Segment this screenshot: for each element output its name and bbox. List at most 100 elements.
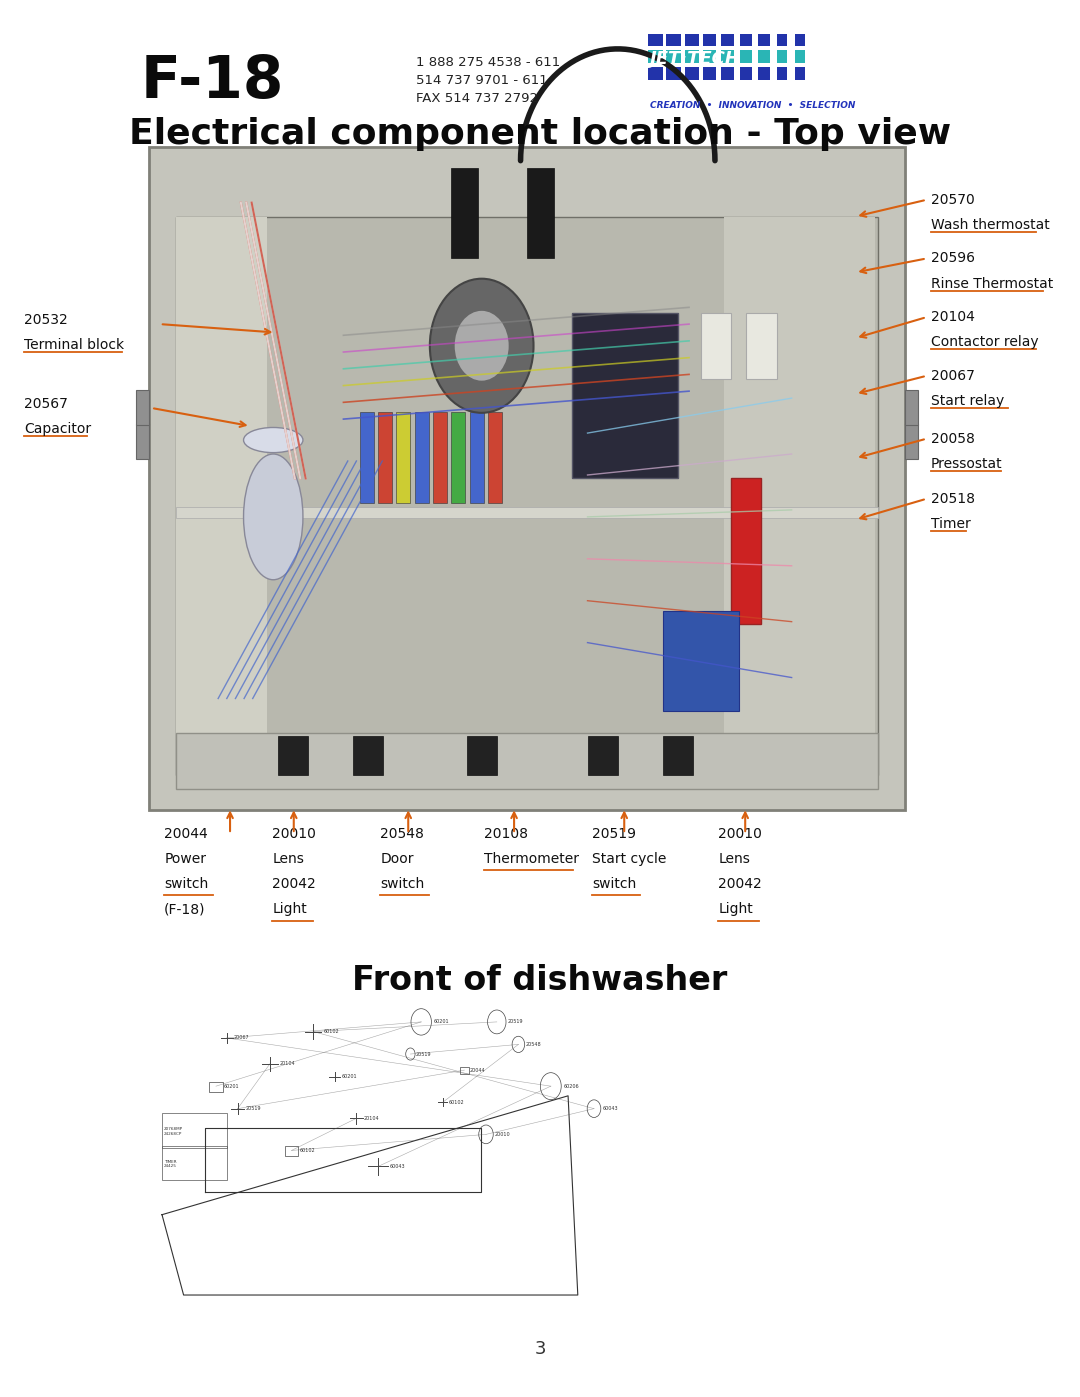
Text: Thermometer: Thermometer [484,852,579,866]
Text: 60102: 60102 [300,1148,315,1153]
Text: FAX 514 737 2792: FAX 514 737 2792 [416,92,538,105]
Text: 20532: 20532 [24,313,68,327]
Bar [588,735,618,775]
Bar [666,50,680,63]
Text: 20044: 20044 [470,1067,485,1073]
Text: Rinse Thermostat: Rinse Thermostat [931,277,1053,291]
Bar [648,50,663,63]
Text: Light: Light [718,902,753,916]
Bar [162,1113,227,1148]
Text: 60201: 60201 [224,1084,240,1088]
Bar [685,34,699,46]
Bar [176,507,878,518]
Text: switch: switch [380,877,424,891]
Text: Front of dishwasher: Front of dishwasher [352,964,728,997]
Text: 20042: 20042 [718,877,762,891]
Text: 20548: 20548 [380,827,424,841]
Bar [777,50,787,63]
Bar [451,168,478,258]
Bar [149,147,905,810]
Bar [663,735,693,775]
Bar [758,50,770,63]
Bar [353,735,383,775]
Bar [278,735,308,775]
Text: Lens: Lens [272,852,305,866]
Bar [470,412,484,503]
Text: Start cycle: Start cycle [592,852,666,866]
Bar [777,67,787,80]
Text: Door: Door [380,852,414,866]
Bar [685,50,699,63]
Bar [795,67,806,80]
Text: Pressostat: Pressostat [931,457,1002,471]
Circle shape [430,279,534,414]
Text: 20108: 20108 [484,827,528,841]
Text: 20067: 20067 [931,369,975,383]
Text: TIMER
24425: TIMER 24425 [164,1160,177,1168]
Text: 20548: 20548 [526,1042,541,1046]
Bar [136,423,149,458]
Bar [905,390,918,425]
Bar [701,313,731,379]
Text: 20518: 20518 [931,492,975,506]
Bar [795,34,806,46]
Bar [285,1146,298,1157]
Text: 20567: 20567 [24,397,68,411]
Text: Light: Light [272,902,307,916]
Text: 20104: 20104 [931,310,975,324]
Text: 20596: 20596 [931,251,975,265]
Text: Wash thermostat: Wash thermostat [931,218,1050,232]
Text: 20104: 20104 [280,1062,296,1066]
Bar [136,390,149,425]
Ellipse shape [244,427,302,453]
Text: Contactor relay: Contactor relay [931,335,1039,349]
Text: Capacitor: Capacitor [24,422,91,436]
Text: 20042: 20042 [272,877,316,891]
Bar [731,478,761,624]
Bar [451,412,465,503]
Bar [572,313,678,479]
Bar [396,412,410,503]
Text: 3: 3 [535,1340,545,1358]
Text: 60102: 60102 [323,1030,339,1034]
Text: 20768MP
24268CP: 20768MP 24268CP [164,1127,184,1136]
Bar [663,612,739,711]
Text: 60206: 60206 [564,1084,579,1088]
Text: 20010: 20010 [272,827,316,841]
Bar [666,67,680,80]
Bar [777,34,787,46]
Bar [721,67,734,80]
Bar [415,412,429,503]
Text: switch: switch [164,877,208,891]
Text: 1 888 275 4538 - 611: 1 888 275 4538 - 611 [416,56,561,68]
Text: CREATION  •  INNOVATION  •  SELECTION: CREATION • INNOVATION • SELECTION [650,101,855,109]
Text: Timer: Timer [931,517,971,531]
Bar [378,412,392,503]
Text: 60102: 60102 [448,1099,464,1105]
Bar [740,34,752,46]
Bar [666,34,680,46]
Bar [176,217,878,775]
Bar [467,735,497,775]
Bar [648,34,663,46]
Bar [795,50,806,63]
Text: 514 737 9701 - 611: 514 737 9701 - 611 [416,74,548,87]
Bar [758,34,770,46]
Bar [905,423,918,458]
Bar [210,1081,222,1092]
Bar [648,67,663,80]
Bar [176,733,878,789]
Text: 20570: 20570 [931,193,975,207]
Text: Terminal block: Terminal block [24,338,124,352]
Text: Electrical component location - Top view: Electrical component location - Top view [129,117,951,151]
Text: 60201: 60201 [341,1074,356,1078]
Bar [162,1146,227,1180]
Bar [176,217,267,775]
Text: 20010: 20010 [495,1132,511,1137]
Bar [488,412,502,503]
Bar [703,50,716,63]
Bar [721,50,734,63]
Text: 20044: 20044 [164,827,208,841]
Text: 20010: 20010 [718,827,762,841]
Bar [740,50,752,63]
